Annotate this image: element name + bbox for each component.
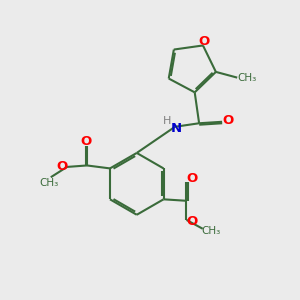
Text: O: O [187, 172, 198, 184]
Text: O: O [187, 215, 198, 228]
Text: N: N [171, 122, 182, 135]
Text: H: H [163, 116, 171, 127]
Text: CH₃: CH₃ [237, 73, 256, 82]
Text: O: O [222, 114, 234, 127]
Text: CH₃: CH₃ [201, 226, 220, 236]
Text: O: O [56, 160, 67, 173]
Text: O: O [80, 134, 91, 148]
Text: O: O [199, 35, 210, 48]
Text: CH₃: CH₃ [40, 178, 59, 188]
